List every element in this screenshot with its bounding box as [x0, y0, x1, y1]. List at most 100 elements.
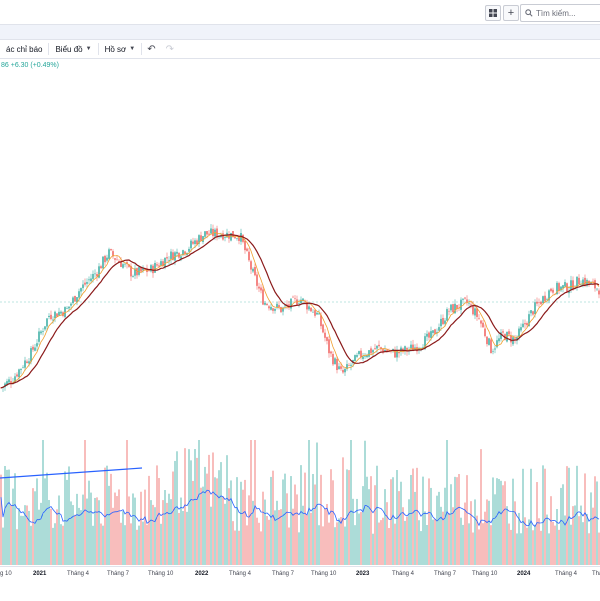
candle	[422, 347, 424, 349]
volume-bar	[434, 519, 436, 565]
candle	[378, 344, 380, 347]
volume-bar	[362, 486, 364, 565]
candle	[70, 303, 72, 306]
candle	[398, 352, 400, 354]
volume-bar	[492, 477, 494, 565]
volume-bar	[290, 476, 292, 565]
volume-bar	[474, 499, 476, 565]
volume-bar	[10, 504, 12, 565]
time-axis-label: Tháng 7	[434, 571, 457, 577]
volume-bar	[64, 471, 66, 565]
volume-bar	[368, 489, 370, 565]
volume-bar	[200, 487, 202, 565]
volume-moving-average-line	[0, 489, 600, 528]
candle	[40, 331, 42, 334]
candle	[572, 280, 574, 290]
candle	[124, 263, 126, 265]
volume-bar	[228, 488, 230, 565]
volume-bar	[50, 508, 52, 565]
volume-bar	[354, 525, 356, 565]
volume-bar	[478, 529, 480, 565]
candle	[104, 255, 106, 263]
price-chart[interactable]	[0, 60, 600, 566]
volume-bar	[502, 485, 504, 565]
volume-bar	[340, 517, 342, 565]
volume-bar	[416, 467, 418, 565]
candle	[238, 237, 240, 241]
volume-bar	[374, 485, 376, 565]
volume-bar	[292, 508, 294, 565]
undo-icon[interactable]: ↶	[147, 43, 156, 55]
volume-bar	[108, 485, 110, 565]
candle	[22, 367, 24, 368]
candle	[412, 344, 414, 352]
volume-bar	[526, 527, 528, 565]
candle	[162, 261, 164, 267]
volume-bar	[514, 501, 516, 565]
volume-bar	[212, 452, 214, 565]
candle	[340, 366, 342, 369]
candle	[114, 258, 116, 260]
volume-bar	[34, 491, 36, 565]
candle	[448, 310, 450, 312]
candle	[20, 368, 22, 370]
volume-bar	[62, 525, 64, 565]
candle	[506, 331, 508, 342]
volume-bar	[232, 521, 234, 565]
volume-bar	[350, 440, 352, 565]
volume-bar	[76, 493, 78, 565]
candle	[172, 252, 174, 261]
candle	[66, 308, 68, 309]
candle	[158, 265, 160, 267]
volume-bar	[158, 478, 160, 565]
volume-bar	[452, 507, 454, 565]
chevron-down-icon: ▼	[85, 46, 92, 52]
volume-bar	[586, 513, 588, 565]
volume-bar	[442, 511, 444, 565]
indicators-button[interactable]: ác chỉ báo	[0, 40, 48, 58]
volume-bar	[328, 522, 330, 565]
redo-icon[interactable]: ↷	[165, 43, 174, 55]
volume-bar	[152, 504, 154, 565]
volume-bar	[496, 478, 498, 565]
volume-bar	[12, 488, 14, 565]
layout-grid-icon[interactable]	[485, 5, 501, 21]
candle	[578, 277, 580, 285]
volume-bar	[168, 493, 170, 565]
trend-line-drawing[interactable]	[0, 467, 143, 479]
candle	[136, 268, 138, 276]
add-button[interactable]: +	[503, 5, 519, 21]
volume-bar	[98, 500, 100, 565]
volume-bar	[458, 474, 460, 565]
volume-bar	[544, 468, 546, 565]
volume-bar	[42, 440, 44, 565]
volume-bar	[466, 475, 468, 565]
volume-bar	[576, 465, 578, 565]
chart-menu-button[interactable]: Biểu đồ ▼	[49, 40, 97, 58]
search-input[interactable]: Tìm kiếm...	[520, 4, 600, 22]
volume-bar	[588, 533, 590, 565]
volume-bar	[438, 491, 440, 565]
volume-bar	[564, 515, 566, 565]
candle	[492, 351, 494, 352]
profile-menu-button[interactable]: Hồ sơ ▼	[99, 40, 142, 58]
volume-bar	[580, 505, 582, 565]
volume-bar	[566, 466, 568, 565]
candle	[382, 349, 384, 353]
candle	[150, 265, 152, 272]
candle	[498, 338, 500, 342]
candle	[354, 355, 356, 362]
volume-bar	[20, 515, 22, 565]
volume-bar	[550, 496, 552, 565]
candle	[36, 343, 38, 347]
volume-bar	[424, 511, 426, 565]
candle	[314, 310, 316, 316]
candle	[180, 256, 182, 259]
candle	[118, 260, 120, 263]
volume-bar	[436, 495, 438, 565]
volume-bar	[256, 517, 258, 565]
candle	[26, 361, 28, 364]
candle	[336, 359, 338, 371]
candle	[556, 282, 558, 295]
volume-bar	[444, 487, 446, 565]
